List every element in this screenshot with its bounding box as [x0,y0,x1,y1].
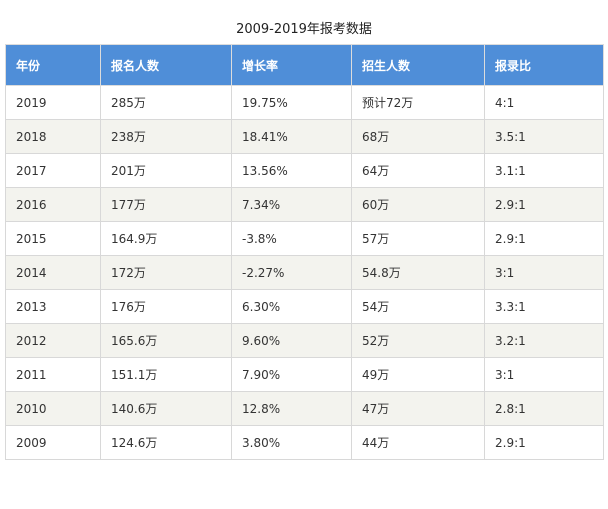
cell-growth-rate: 12.8% [231,391,352,426]
cell-enrollment: 64万 [351,153,485,188]
header-enrollment: 招生人数 [351,44,485,86]
cell-year: 2018 [5,119,101,154]
cell-growth-rate: 18.41% [231,119,352,154]
cell-enrollment: 54万 [351,289,485,324]
cell-growth-rate: 19.75% [231,85,352,120]
cell-ratio: 3:1 [484,255,604,290]
cell-year: 2016 [5,187,101,222]
cell-ratio: 4:1 [484,85,604,120]
cell-ratio: 2.8:1 [484,391,604,426]
table-row: 2009 124.6万 3.80% 44万 2.9:1 [5,425,604,460]
table-row: 2011 151.1万 7.90% 49万 3:1 [5,357,604,392]
cell-enrollment: 预计72万 [351,85,485,120]
cell-enrollment: 44万 [351,425,485,460]
table-header-row: 年份 报名人数 增长率 招生人数 报录比 [5,44,604,86]
cell-year: 2019 [5,85,101,120]
table-caption: 2009-2019年报考数据 [236,22,372,37]
table-row: 2014 172万 -2.27% 54.8万 3:1 [5,255,604,290]
cell-ratio: 3.3:1 [484,289,604,324]
cell-applicants: 201万 [100,153,232,188]
cell-growth-rate: -3.8% [231,221,352,256]
cell-growth-rate: 9.60% [231,323,352,358]
cell-year: 2015 [5,221,101,256]
cell-enrollment: 60万 [351,187,485,222]
cell-applicants: 140.6万 [100,391,232,426]
header-growth-rate: 增长率 [231,44,352,86]
cell-applicants: 151.1万 [100,357,232,392]
cell-year: 2013 [5,289,101,324]
cell-growth-rate: -2.27% [231,255,352,290]
cell-growth-rate: 7.90% [231,357,352,392]
cell-year: 2009 [5,425,101,460]
cell-year: 2014 [5,255,101,290]
cell-ratio: 2.9:1 [484,425,604,460]
cell-applicants: 124.6万 [100,425,232,460]
cell-applicants: 238万 [100,119,232,154]
table-row: 2017 201万 13.56% 64万 3.1:1 [5,153,604,188]
cell-growth-rate: 3.80% [231,425,352,460]
cell-applicants: 164.9万 [100,221,232,256]
cell-year: 2017 [5,153,101,188]
cell-applicants: 177万 [100,187,232,222]
table-row: 2019 285万 19.75% 预计72万 4:1 [5,85,604,120]
admissions-table: 年份 报名人数 增长率 招生人数 报录比 2019 285万 19.75% 预计… [5,44,604,460]
cell-growth-rate: 6.30% [231,289,352,324]
cell-ratio: 2.9:1 [484,221,604,256]
cell-ratio: 3.5:1 [484,119,604,154]
table-row: 2010 140.6万 12.8% 47万 2.8:1 [5,391,604,426]
cell-growth-rate: 13.56% [231,153,352,188]
cell-year: 2010 [5,391,101,426]
cell-ratio: 3.2:1 [484,323,604,358]
cell-enrollment: 57万 [351,221,485,256]
cell-applicants: 285万 [100,85,232,120]
cell-enrollment: 52万 [351,323,485,358]
table-row: 2018 238万 18.41% 68万 3.5:1 [5,119,604,154]
cell-enrollment: 49万 [351,357,485,392]
table-row: 2013 176万 6.30% 54万 3.3:1 [5,289,604,324]
header-ratio: 报录比 [484,44,604,86]
cell-enrollment: 68万 [351,119,485,154]
cell-year: 2011 [5,357,101,392]
table-row: 2012 165.6万 9.60% 52万 3.2:1 [5,323,604,358]
cell-ratio: 3.1:1 [484,153,604,188]
cell-year: 2012 [5,323,101,358]
cell-ratio: 3:1 [484,357,604,392]
cell-growth-rate: 7.34% [231,187,352,222]
cell-enrollment: 54.8万 [351,255,485,290]
header-year: 年份 [5,44,101,86]
cell-applicants: 165.6万 [100,323,232,358]
cell-ratio: 2.9:1 [484,187,604,222]
cell-applicants: 172万 [100,255,232,290]
header-applicants: 报名人数 [100,44,232,86]
table-row: 2015 164.9万 -3.8% 57万 2.9:1 [5,221,604,256]
cell-applicants: 176万 [100,289,232,324]
cell-enrollment: 47万 [351,391,485,426]
table-row: 2016 177万 7.34% 60万 2.9:1 [5,187,604,222]
